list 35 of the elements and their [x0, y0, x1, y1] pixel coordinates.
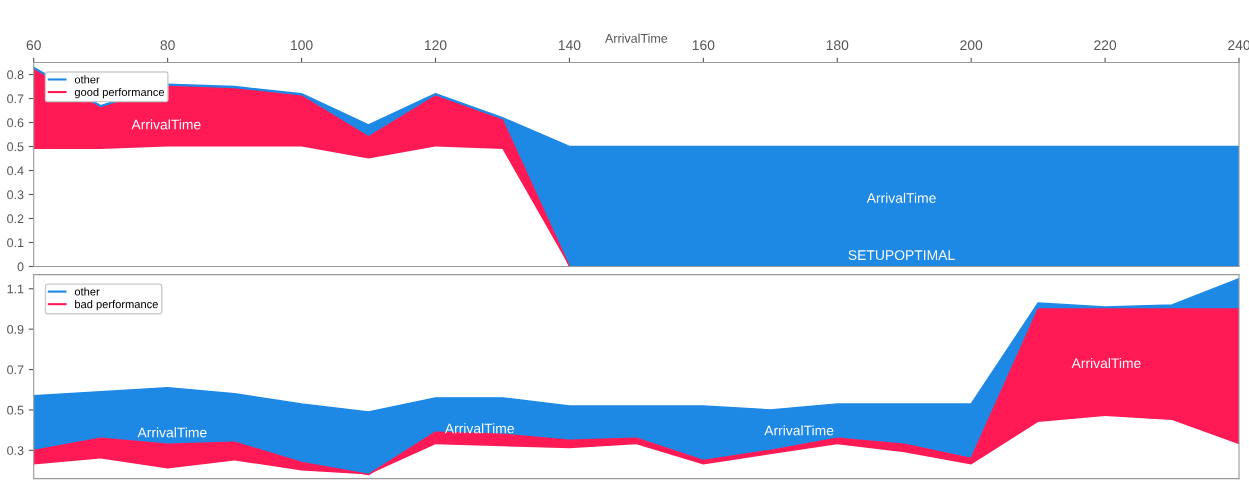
y-tick-label: 0.5: [7, 405, 24, 415]
x-tick-label: 100: [291, 40, 313, 51]
x-tick-label: 220: [1094, 40, 1117, 51]
y-tick-label: 0: [17, 262, 24, 272]
annotation: ArrivalTime: [131, 119, 201, 130]
x-tick-label: 140: [558, 40, 581, 51]
y-tick-label: 1.1: [7, 284, 24, 294]
x-tick-label: 80: [160, 40, 175, 51]
y-tick-label: 0.7: [7, 94, 24, 104]
x-tick-label: 180: [826, 40, 849, 51]
x-tick-label: 120: [424, 40, 447, 51]
annotation: ArrivalTime: [764, 425, 834, 436]
legend-label: other: [74, 75, 100, 84]
y-tick-label: 0.5: [7, 142, 24, 152]
legend-label: good performance: [74, 87, 165, 99]
y-tick-label: 0.9: [7, 324, 24, 334]
y-tick-label: 0.3: [7, 190, 24, 200]
x-tick-label: 160: [692, 40, 715, 51]
x-tick-label: 200: [960, 40, 983, 51]
annotation: SETUPOPTIMAL: [848, 250, 955, 261]
annotation: ArrivalTime: [137, 427, 207, 438]
y-tick-label: 0.7: [7, 365, 24, 375]
y-tick-label: 0.4: [7, 166, 24, 176]
annotation: ArrivalTime: [866, 192, 936, 203]
annotation: ArrivalTime: [1071, 357, 1141, 369]
legend-label: other: [74, 287, 100, 296]
legend-label: bad performance: [75, 300, 158, 311]
x-axis-title: ArrivalTime: [605, 33, 668, 43]
y-tick-label: 0.1: [7, 238, 24, 248]
y-tick-label: 0.6: [7, 118, 24, 128]
x-tick-label: 60: [26, 40, 41, 51]
annotation: ArrivalTime: [444, 423, 514, 434]
y-tick-label: 0.3: [7, 446, 24, 455]
y-tick-label: 0.8: [7, 70, 24, 80]
y-tick-label: 0.2: [7, 214, 24, 224]
